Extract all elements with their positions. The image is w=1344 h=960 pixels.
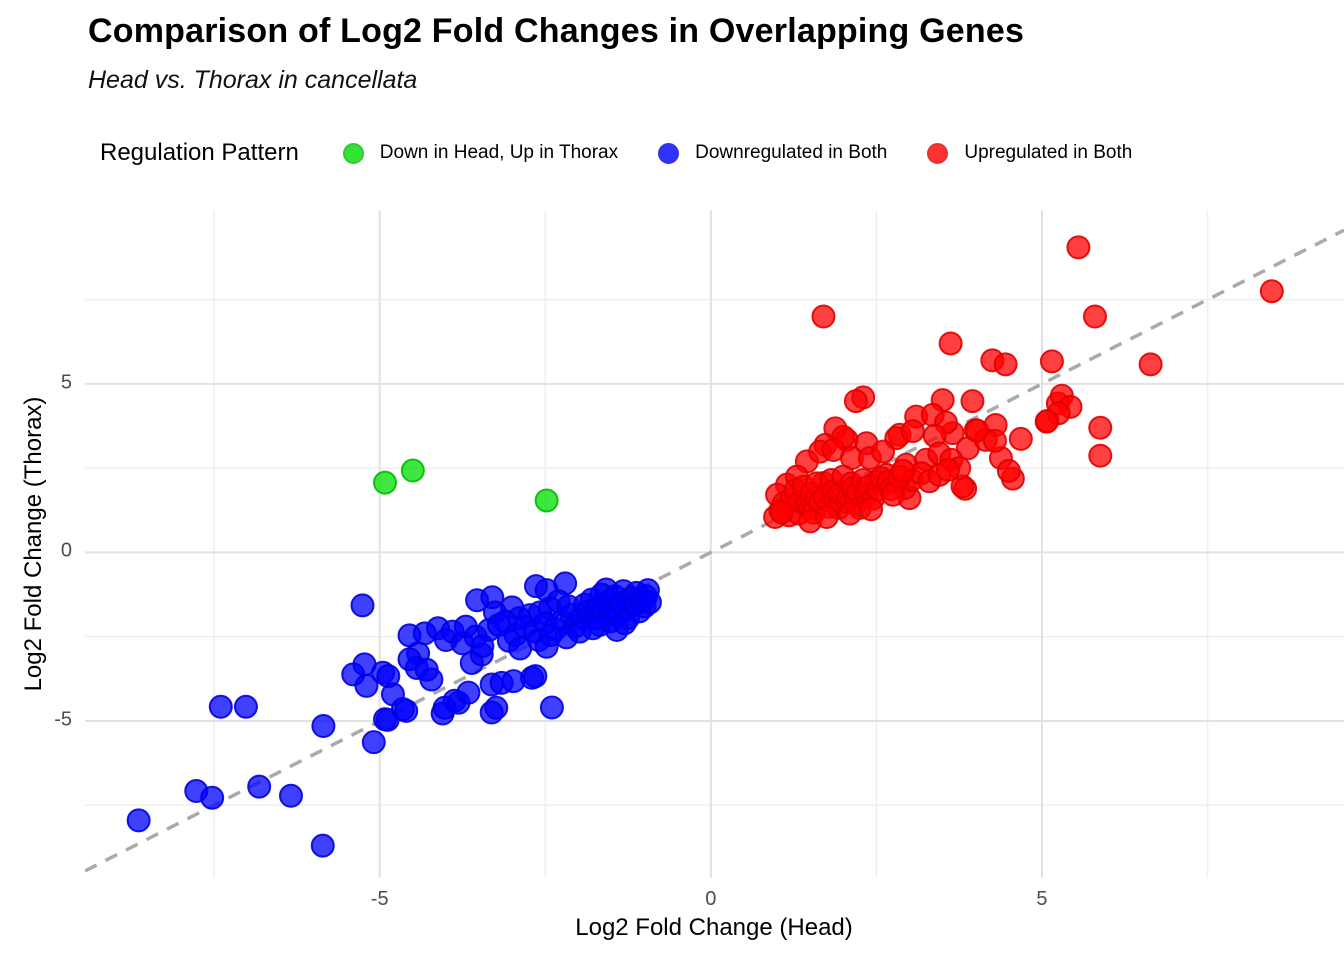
data-point xyxy=(594,577,619,602)
data-point xyxy=(843,389,868,414)
data-point xyxy=(278,783,303,808)
data-point xyxy=(1088,415,1113,440)
data-point xyxy=(1066,235,1091,260)
data-point xyxy=(247,774,272,799)
legend-item-label: Down in Head, Up in Thorax xyxy=(379,142,619,163)
legend-item: Downregulated in Both xyxy=(658,142,887,164)
data-point xyxy=(534,488,559,513)
data-point xyxy=(534,634,559,659)
legend-swatch-icon xyxy=(342,142,364,164)
data-point xyxy=(523,664,548,689)
data-point xyxy=(456,680,481,705)
data-point xyxy=(769,500,794,525)
data-point xyxy=(982,428,1007,453)
data-point xyxy=(1088,443,1113,468)
chart-title: Comparison of Log2 Fold Changes in Overl… xyxy=(88,12,1025,50)
legend-swatch-icon xyxy=(658,142,680,164)
data-point xyxy=(900,419,925,444)
x-tick-label: 0 xyxy=(705,888,717,910)
x-axis-title: Log2 Fold Change (Head) xyxy=(575,914,853,941)
data-point xyxy=(484,695,509,720)
data-point xyxy=(311,713,336,738)
data-point xyxy=(126,808,151,833)
data-point xyxy=(993,352,1018,377)
data-point xyxy=(1039,349,1064,374)
data-point xyxy=(373,707,398,732)
data-point xyxy=(1008,426,1033,451)
legend-title: Regulation Pattern xyxy=(100,139,299,166)
data-point xyxy=(938,331,963,356)
x-tick-label: 5 xyxy=(1036,888,1048,910)
data-point xyxy=(935,457,960,482)
data-point xyxy=(354,673,379,698)
data-point xyxy=(837,501,862,526)
data-point xyxy=(373,470,398,495)
data-point xyxy=(390,697,415,722)
data-point xyxy=(414,657,439,682)
y-axis-title: Log2 Fold Change (Thorax) xyxy=(20,396,47,692)
identity-reference-line xyxy=(85,228,1344,873)
data-point xyxy=(1138,352,1163,377)
legend-item-label: Downregulated in Both xyxy=(695,142,888,163)
data-point xyxy=(890,458,915,483)
chart-subtitle: Head vs. Thorax in cancellata xyxy=(88,66,418,94)
data-point xyxy=(554,625,579,650)
data-point xyxy=(637,590,662,615)
data-point xyxy=(200,785,225,810)
scatter-plot xyxy=(85,210,1344,878)
data-point xyxy=(859,497,884,522)
data-point xyxy=(350,593,375,618)
data-point xyxy=(397,647,422,672)
data-point xyxy=(996,458,1021,483)
data-point xyxy=(811,304,836,329)
data-point xyxy=(960,389,985,414)
legend-item: Upregulated in Both xyxy=(927,142,1132,164)
y-tick-label: -5 xyxy=(54,708,72,731)
data-point xyxy=(208,694,233,719)
data-point xyxy=(1082,304,1107,329)
data-point xyxy=(233,694,258,719)
x-tick-label: -5 xyxy=(370,888,389,910)
plot-panel xyxy=(85,210,1344,878)
data-point xyxy=(361,730,386,755)
legend: Regulation Pattern Down in Head, Up in T… xyxy=(100,136,1132,170)
data-point xyxy=(814,505,839,530)
data-point xyxy=(871,439,896,464)
data-point xyxy=(539,695,564,720)
y-tick-label: 5 xyxy=(60,371,72,394)
data-point xyxy=(965,418,990,443)
legend-swatch-icon xyxy=(927,142,949,164)
data-point xyxy=(1035,408,1060,433)
legend-item-label: Upregulated in Both xyxy=(964,142,1133,163)
y-tick-label: 0 xyxy=(60,539,72,562)
data-point xyxy=(310,833,335,858)
data-point xyxy=(1259,279,1284,304)
data-point xyxy=(486,612,511,637)
legend-item: Down in Head, Up in Thorax xyxy=(342,142,619,164)
data-point xyxy=(400,458,425,483)
data-point xyxy=(612,611,637,636)
